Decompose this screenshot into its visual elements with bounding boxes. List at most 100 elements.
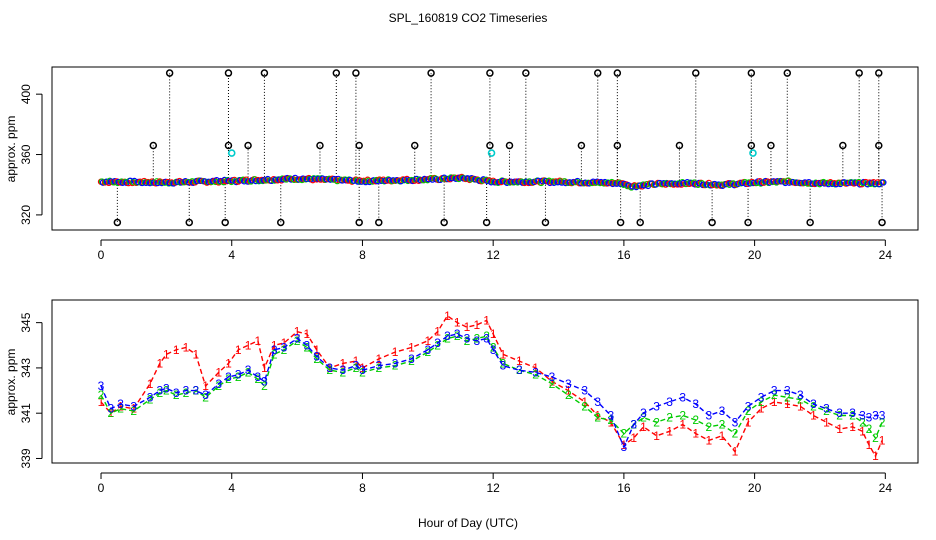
series-1-marker: 1 [810,408,817,422]
series-2-marker: 2 [758,395,765,409]
series-3-marker: 3 [107,402,114,416]
series-1-marker: 1 [261,361,268,375]
series-1-marker: 1 [621,438,628,452]
series-3-marker: 3 [758,390,765,404]
series-2-marker: 2 [666,411,673,425]
series-1-marker: 1 [653,429,660,443]
series-2-marker: 2 [107,406,114,420]
chart-title: SPL_160819 CO2 Timeseries [389,11,548,25]
series-2-marker: 2 [849,408,856,422]
x-tick-label: 12 [486,481,500,495]
series-3-marker: 3 [719,404,726,418]
flag-point [522,69,530,77]
series-2-marker: 2 [156,386,163,400]
series-3-line [100,333,883,449]
series-2-marker: 2 [192,384,199,398]
y-tick-label: 341 [19,403,33,423]
flag-point [375,218,383,227]
flag-point [613,69,622,77]
series-1-marker: 1 [516,354,523,368]
series-3-marker: 3 [879,408,886,422]
series-1-marker: 1 [866,438,873,452]
baseline-point [491,179,499,186]
series-2-marker: 2 [173,388,180,402]
series-1-marker: 1 [879,433,886,447]
series-2-marker: 2 [392,359,399,373]
series-1-marker: 1 [630,431,637,445]
series-3-marker: 3 [281,341,288,355]
series-2-marker: 2 [215,379,222,393]
x-tick-label: 20 [748,481,762,495]
flag-point [675,141,684,150]
series-3-marker: 3 [692,397,699,411]
flag-point [747,69,756,77]
series-2-marker: 2 [424,345,431,359]
series-3-marker: 3 [245,363,252,377]
series-3-marker: 3 [183,384,190,398]
series-3-marker: 3 [147,390,154,404]
series-2-marker: 2 [454,329,461,343]
series-2-marker: 2 [706,420,713,434]
flag-point [593,69,602,77]
series-2-marker: 2 [797,393,804,407]
bottom-y-axis: 339 341 343 345 [19,312,43,468]
top-y-axis: 320 360 400 [19,84,43,225]
series-2-marker: 2 [117,402,124,416]
series-1-marker: 1 [473,318,480,332]
x-tick-label: 24 [879,481,893,495]
cyan-point [487,149,496,157]
flag-point [277,218,285,227]
x-tick-label: 24 [879,248,893,262]
series-2-marker: 2 [245,365,252,379]
series-3-marker: 3 [261,375,268,389]
series-2-marker: 2 [565,388,572,402]
series-1-marker: 1 [500,347,507,361]
series-1-marker: 1 [271,338,278,352]
series-2-marker: 2 [326,363,333,377]
x-tick-label: 16 [617,248,631,262]
top-panel: 0 4 8 12 16 20 24 320 360 400 approx. ppm [4,66,919,262]
series-3-marker: 3 [823,402,830,416]
series-3-marker: 3 [271,343,278,357]
bottom-plot-frame [51,299,919,464]
series-2-marker: 2 [375,361,382,375]
series-1-marker: 1 [464,320,471,334]
series-2-marker: 2 [130,404,137,418]
series-1-marker: 1 [692,427,699,441]
top-baseline-layer [97,173,887,191]
top-cyan-layer [227,149,757,157]
series-2-marker: 2 [225,372,232,386]
series-1-marker: 1 [784,397,791,411]
flag-point [708,218,716,227]
y-tick-label: 343 [19,358,33,378]
series-3-marker: 3 [215,377,222,391]
series-3-marker: 3 [294,331,301,345]
series-2-marker: 2 [473,331,480,345]
flag-point [440,218,448,227]
series-3-marker: 3 [313,350,320,364]
series-3-marker: 3 [745,399,752,413]
flag-point [113,218,122,227]
baseline-point [323,175,330,183]
series-2-marker: 2 [859,415,866,429]
series-1-marker: 1 [549,375,556,389]
series-3-marker: 3 [483,331,490,345]
series-2-marker: 2 [281,343,288,357]
series-1-marker: 1 [607,415,614,429]
series-1-marker: 1 [340,356,347,370]
series-2-marker: 2 [255,372,262,386]
flag-point [149,141,158,150]
series-3-marker: 3 [98,379,105,393]
series-1-marker: 1 [117,399,124,413]
series-2-marker: 2 [183,386,190,400]
series-1-marker: 1 [490,327,497,341]
series-2-marker: 2 [235,370,242,384]
series-1-marker: 1 [581,395,588,409]
series-2-marker: 2 [163,384,170,398]
series-1-line [100,314,883,458]
series-2-marker: 2 [549,377,556,391]
x-tick-label: 12 [486,248,500,262]
series-1-marker: 1 [215,365,222,379]
series-1-marker: 1 [424,334,431,348]
series-3-marker: 3 [679,390,686,404]
